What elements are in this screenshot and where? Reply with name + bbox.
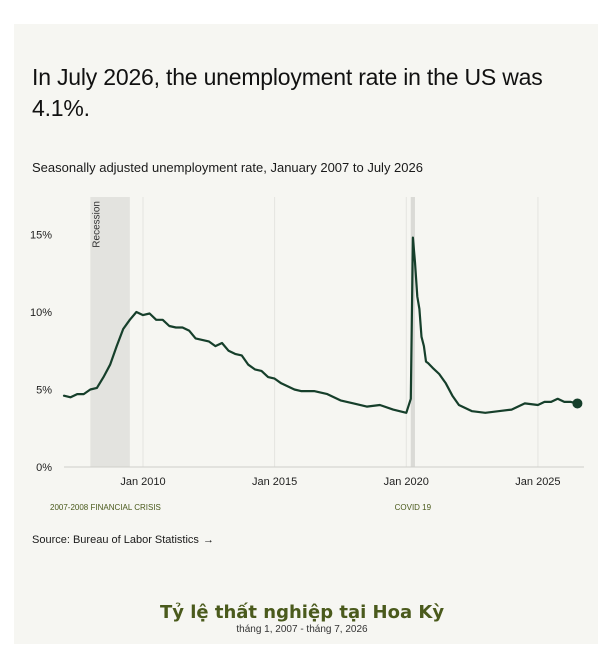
latest-value-point — [572, 398, 583, 409]
plot-area: Recession 2007-2008 FINANCIAL CRISIS COVID… — [30, 197, 584, 512]
x-tick-label: Jan 2015 — [252, 476, 297, 488]
y-tick-label: 10% — [30, 307, 52, 319]
shaded-period-2 — [410, 197, 415, 467]
y-tick-label: 0% — [36, 462, 52, 474]
period-annotation-2: COVID 19 — [395, 503, 432, 512]
shaded-period-1 — [90, 197, 130, 467]
x-tick-label: Jan 2010 — [120, 476, 165, 488]
y-tick-label: 5% — [36, 385, 52, 397]
x-tick-label: Jan 2025 — [515, 476, 560, 488]
footer-subtitle: tháng 1, 2007 - tháng 7, 2026 — [236, 624, 368, 635]
source-label: Source: Bureau of Labor Statistics — [32, 534, 199, 546]
y-tick-label: 15% — [30, 230, 52, 242]
recession-label: Recession — [91, 201, 102, 248]
chart-subtitle: Seasonally adjusted unemployment rate, J… — [32, 160, 423, 175]
footer-title: Tỷ lệ thất nghiệp tại Hoa Kỳ — [159, 602, 445, 623]
source-link[interactable]: Source: Bureau of Labor Statistics → — [32, 534, 214, 546]
unemployment-line-chart: Recession 2007-2008 FINANCIAL CRISIS COVID… — [30, 197, 584, 512]
x-tick-label: Jan 2020 — [384, 476, 429, 488]
headline: In July 2026, the unemployment rate in t… — [32, 64, 543, 121]
period-annotation-1: 2007-2008 FINANCIAL CRISIS — [50, 503, 161, 512]
arrow-right-icon: → — [202, 534, 214, 546]
unemployment-rate-line — [62, 236, 579, 414]
